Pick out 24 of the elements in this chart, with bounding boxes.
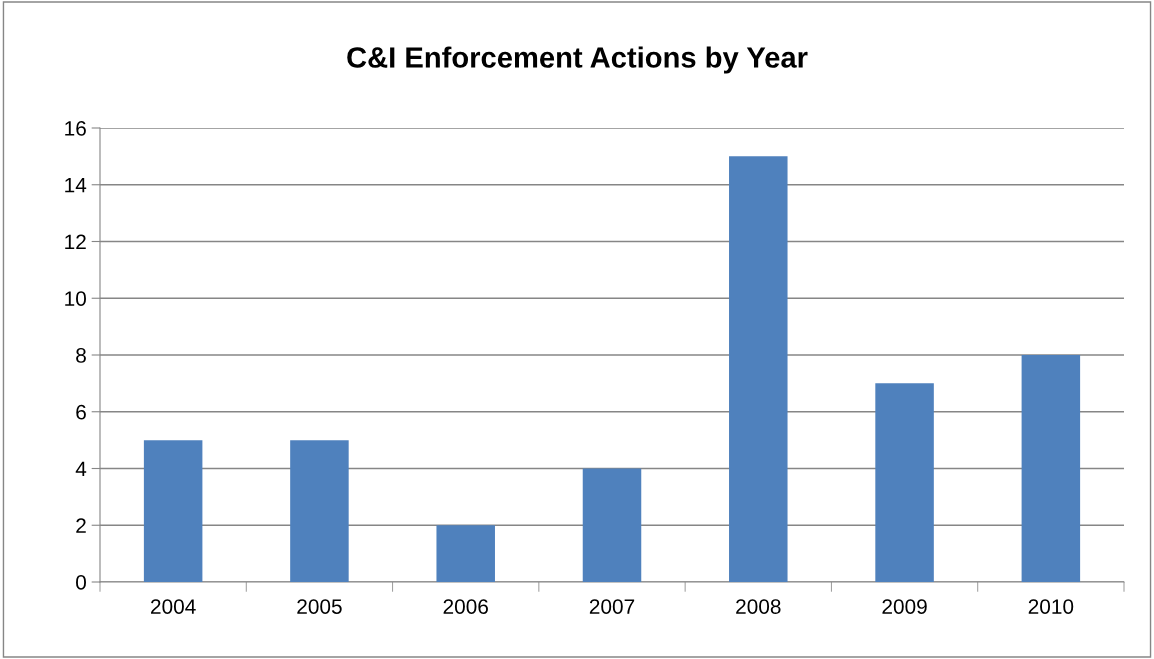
bar — [582, 468, 642, 582]
y-tick-label: 2 — [76, 518, 86, 533]
x-tick-label: 2009 — [882, 599, 927, 614]
y-tick-label: 0 — [76, 575, 86, 590]
x-tick-label: 2007 — [589, 599, 635, 614]
bar — [290, 440, 349, 582]
x-tick-label: 2004 — [151, 599, 196, 614]
y-tick-label: 12 — [65, 234, 86, 250]
y-tick-label: 6 — [76, 404, 86, 420]
x-tick-label: 2005 — [297, 599, 342, 614]
x-tick-label: 2010 — [1028, 599, 1074, 614]
x-tick-label: 2008 — [736, 599, 781, 614]
x-tick-label: 2006 — [443, 599, 488, 614]
y-tick-label: 14 — [65, 177, 87, 193]
bar — [143, 440, 203, 582]
y-tick-label: 4 — [75, 461, 87, 477]
y-tick-label: 10 — [65, 291, 86, 306]
y-tick-label: 8 — [76, 348, 86, 363]
bar — [875, 383, 934, 582]
bar — [436, 525, 495, 582]
bar — [729, 156, 788, 582]
chart-title: C&I Enforcement Actions by Year — [347, 46, 808, 74]
bar — [1021, 355, 1081, 582]
y-tick-label: 16 — [65, 121, 86, 136]
